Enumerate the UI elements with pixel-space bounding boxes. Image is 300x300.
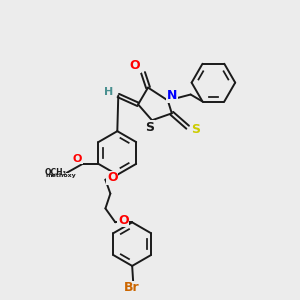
Text: methoxy: methoxy [46,173,76,178]
Text: Br: Br [124,281,140,294]
Text: H: H [104,86,113,97]
Text: S: S [146,121,154,134]
Text: N: N [167,89,177,102]
Text: OCH₃: OCH₃ [45,168,67,177]
Text: O: O [107,171,118,184]
Text: O: O [130,59,140,72]
Text: O: O [118,214,129,227]
Text: S: S [191,123,200,136]
Text: O: O [73,154,82,164]
